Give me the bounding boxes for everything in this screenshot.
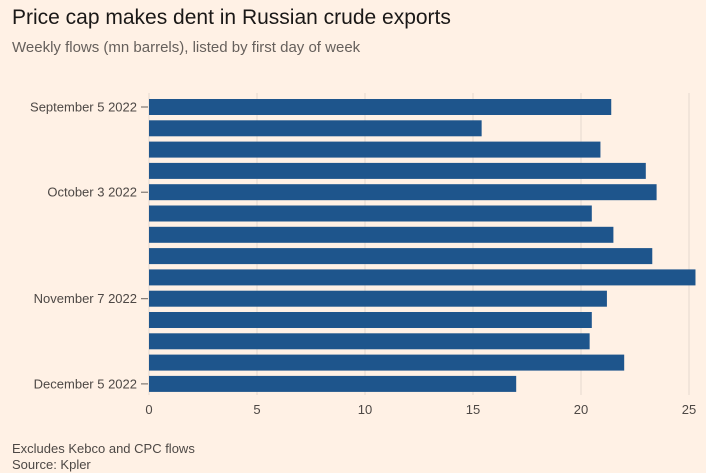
y-tick-label: December 5 2022 xyxy=(34,376,137,391)
x-tick-label: 25 xyxy=(682,402,696,417)
bar xyxy=(149,354,625,371)
y-tick-label: October 3 2022 xyxy=(47,185,137,200)
x-axis-labels: 0 5 10 15 20 25 xyxy=(145,402,696,417)
bar xyxy=(149,162,646,179)
bar xyxy=(149,375,517,392)
chart-title: Price cap makes dent in Russian crude ex… xyxy=(12,6,451,29)
x-tick-label: 5 xyxy=(253,402,260,417)
bar xyxy=(149,312,592,328)
bar xyxy=(149,290,607,307)
x-tick-label: 10 xyxy=(358,402,372,417)
x-tick-label: 20 xyxy=(574,402,588,417)
bar xyxy=(149,184,657,201)
bar xyxy=(149,141,601,158)
bar xyxy=(149,269,696,286)
gridlines xyxy=(148,93,690,395)
y-axis-labels: September 5 2022 October 3 2022 November 7… xyxy=(30,100,148,391)
chart-subtitle: Weekly flows (mn barrels), listed by fir… xyxy=(12,39,361,56)
footnote-source: Source: Kpler xyxy=(12,457,91,472)
bar xyxy=(149,226,614,243)
x-tick-label: 15 xyxy=(466,402,480,417)
bar xyxy=(149,333,590,350)
bars xyxy=(149,99,696,392)
bar-chart: September 5 2022 October 3 2022 November 7… xyxy=(30,93,696,417)
y-tick-label: November 7 2022 xyxy=(34,291,137,306)
footnote-exclusions: Excludes Kebco and CPC flows xyxy=(12,441,195,456)
bar xyxy=(149,205,592,222)
bar xyxy=(149,120,482,137)
bar xyxy=(149,248,653,265)
y-tick-label: September 5 2022 xyxy=(30,100,137,115)
x-tick-label: 0 xyxy=(145,402,152,417)
bar xyxy=(149,99,612,115)
